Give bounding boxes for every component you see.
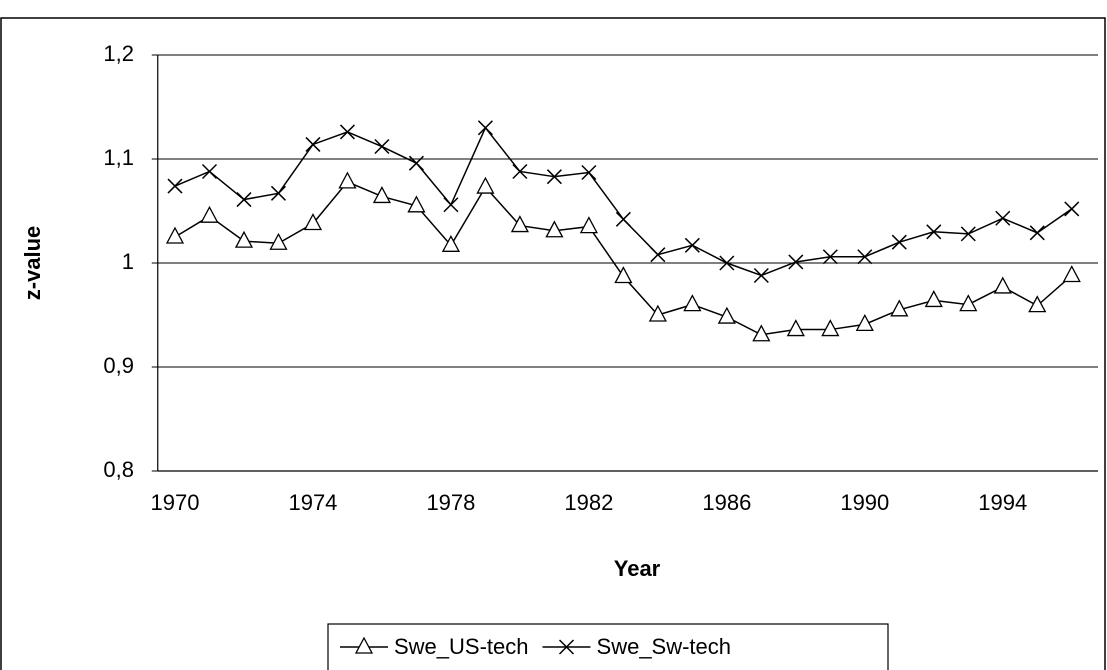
x-tick-label: 1982 bbox=[564, 490, 613, 515]
marker-triangle bbox=[354, 636, 374, 654]
marker-x bbox=[995, 210, 1011, 226]
marker-triangle bbox=[717, 306, 736, 324]
x-tick-label: 1994 bbox=[978, 490, 1027, 515]
marker-triangle bbox=[234, 230, 254, 248]
marker-triangle bbox=[579, 216, 598, 234]
marker-triangle bbox=[1028, 295, 1047, 313]
y-tick-label: 1,2 bbox=[103, 41, 134, 66]
chart-frame bbox=[0, 17, 1106, 670]
x-tick-label: 1978 bbox=[426, 490, 475, 515]
marker-x bbox=[558, 639, 575, 655]
legend-box bbox=[327, 623, 889, 670]
marker-triangle bbox=[476, 176, 495, 194]
marker-triangle bbox=[993, 276, 1012, 294]
marker-triangle bbox=[165, 226, 185, 244]
legend-label: Swe_Sw-tech bbox=[597, 634, 732, 659]
marker-triangle bbox=[545, 220, 564, 238]
marker-x bbox=[167, 178, 183, 194]
marker-x bbox=[1029, 225, 1045, 241]
marker-x bbox=[270, 185, 286, 201]
marker-triangle bbox=[441, 234, 461, 252]
marker-x bbox=[201, 163, 218, 180]
marker-x bbox=[891, 234, 907, 250]
marker-triangle bbox=[752, 324, 771, 342]
marker-triangle bbox=[786, 319, 805, 337]
marker-x bbox=[512, 163, 528, 180]
marker-triangle bbox=[648, 304, 667, 322]
marker-x bbox=[305, 136, 321, 152]
y-tick-label: 1 bbox=[122, 249, 134, 274]
marker-x bbox=[408, 155, 424, 171]
y-tick-label: 0,9 bbox=[103, 353, 134, 378]
marker-triangle bbox=[683, 294, 702, 312]
legend-label: Swe_US-tech bbox=[394, 634, 529, 659]
marker-x bbox=[788, 254, 804, 270]
marker-x bbox=[719, 255, 735, 271]
marker-triangle bbox=[372, 186, 392, 204]
marker-x bbox=[684, 237, 700, 253]
marker-x bbox=[822, 249, 838, 265]
x-tick-label: 1974 bbox=[288, 490, 337, 515]
marker-triangle bbox=[510, 215, 529, 233]
marker-triangle bbox=[303, 213, 323, 231]
marker-x bbox=[236, 192, 252, 208]
x-tick-label: 1990 bbox=[840, 490, 889, 515]
marker-triangle bbox=[200, 205, 219, 223]
marker-x bbox=[443, 197, 459, 213]
marker-x bbox=[926, 224, 942, 240]
marker-x bbox=[374, 138, 390, 155]
marker-triangle bbox=[407, 195, 426, 213]
marker-x bbox=[546, 169, 562, 185]
marker-triangle bbox=[959, 294, 978, 312]
marker-x bbox=[753, 267, 769, 284]
marker-triangle bbox=[855, 313, 874, 332]
marker-x bbox=[581, 164, 597, 181]
marker-x bbox=[339, 124, 355, 140]
marker-triangle bbox=[614, 266, 633, 284]
marker-triangle bbox=[890, 299, 909, 317]
marker-triangle bbox=[924, 290, 943, 308]
x-tick-label: 1986 bbox=[702, 490, 751, 515]
marker-x bbox=[477, 120, 493, 136]
marker-x bbox=[615, 211, 631, 227]
marker-x bbox=[1064, 201, 1080, 217]
x-tick-label: 1970 bbox=[151, 490, 200, 515]
marker-x bbox=[650, 247, 666, 263]
x-axis-title: Year bbox=[614, 556, 661, 581]
y-axis-title: z-value bbox=[20, 226, 45, 301]
marker-x bbox=[960, 226, 976, 242]
y-tick-label: 1,1 bbox=[103, 145, 134, 170]
marker-triangle bbox=[338, 171, 357, 189]
y-tick-label: 0,8 bbox=[103, 457, 134, 482]
marker-triangle bbox=[821, 319, 840, 337]
marker-triangle bbox=[1062, 265, 1081, 283]
marker-triangle bbox=[269, 232, 288, 250]
marker-x bbox=[857, 249, 873, 265]
